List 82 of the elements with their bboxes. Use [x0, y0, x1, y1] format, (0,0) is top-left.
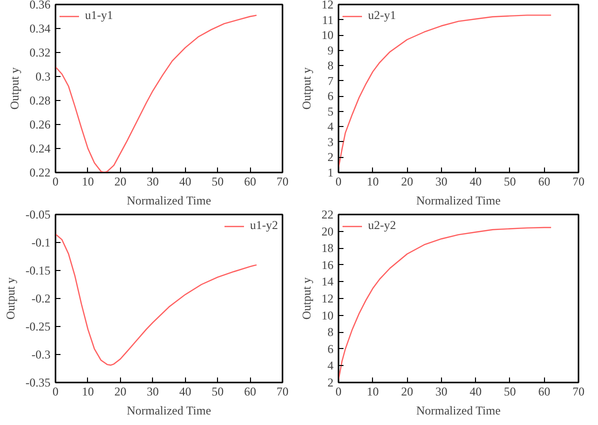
y-tick-label: 0.24 [30, 142, 50, 156]
x-tick-label: 10 [366, 384, 379, 398]
legend-label: u2-y1 [368, 8, 396, 23]
y-tick-label: 0.32 [30, 46, 50, 60]
y-axis-title: Output y [4, 277, 18, 320]
y-tick-label: -0.2 [32, 292, 51, 306]
x-axis-title: Normalized Time [126, 194, 212, 208]
legend-label: u1-y2 [250, 218, 278, 233]
x-tick-label: 40 [179, 384, 192, 398]
y-tick-label: 0.36 [30, 0, 50, 12]
x-tick-label: 70 [276, 174, 288, 188]
x-tick-label: 0 [336, 384, 342, 398]
x-tick-label: 50 [212, 174, 224, 188]
x-tick-label: 40 [470, 174, 482, 188]
y-tick-label: 9 [328, 43, 334, 58]
x-tick-label: 40 [470, 384, 482, 398]
y-axis-title: Output y [8, 67, 22, 110]
y-tick-label: 0.22 [30, 166, 50, 180]
y-tick-label: -0.1 [32, 236, 51, 250]
legend-label: u1-y1 [85, 8, 113, 23]
x-tick-label: 60 [538, 174, 550, 188]
y-tick-label: 8 [328, 58, 334, 73]
x-tick-label: 70 [572, 174, 584, 188]
y-tick-label: 0.28 [30, 94, 50, 108]
y-tick-label: 20 [322, 224, 334, 238]
x-axis-title: Normalized Time [416, 194, 501, 208]
x-tick-label: 10 [82, 384, 94, 398]
x-tick-label: 20 [114, 384, 126, 398]
y-tick-label: 14 [322, 274, 334, 289]
x-tick-label: 50 [504, 174, 516, 188]
x-tick-label: 20 [114, 174, 126, 188]
y-tick-label: -0.05 [26, 208, 51, 222]
x-tick-label: 50 [504, 384, 516, 398]
x-tick-label: 0 [52, 174, 58, 188]
x-tick-label: 60 [244, 384, 256, 398]
x-tick-label: 70 [572, 384, 584, 398]
x-tick-label: 20 [401, 174, 414, 188]
y-tick-label: 1 [328, 166, 334, 180]
y-tick-label: -0.3 [32, 348, 51, 362]
y-tick-label: 7 [328, 74, 334, 88]
x-tick-label: 10 [82, 174, 94, 188]
y-tick-label: 0.3 [36, 70, 50, 84]
y-tick-label: -0.25 [26, 320, 51, 334]
x-axis-title: Normalized Time [416, 404, 501, 418]
y-tick-label: 16 [322, 258, 334, 272]
y-tick-label: 10 [322, 308, 334, 322]
y-tick-label: -0.35 [26, 376, 51, 390]
x-tick-label: 60 [244, 174, 256, 188]
y-tick-label: 6 [328, 89, 334, 104]
y-tick-label: 4 [328, 358, 334, 373]
x-tick-label: 30 [146, 174, 159, 188]
y-tick-label: 18 [322, 241, 334, 256]
y-axis-title: Output y [300, 67, 314, 110]
y-tick-label: 12 [322, 0, 334, 12]
y-tick-label: 8 [328, 325, 334, 340]
y-tick-label: 10 [322, 28, 334, 42]
y-axis-title: Output y [300, 277, 314, 320]
y-tick-label: 12 [322, 292, 334, 306]
y-tick-label: 2 [328, 150, 334, 164]
text: u2-y2 [368, 218, 396, 233]
y-tick-label: 3 [328, 134, 334, 149]
x-axis-title: Normalized Time [126, 404, 212, 418]
x-tick-label: 0 [336, 174, 342, 188]
y-tick-label: 0.34 [30, 22, 50, 36]
y-tick-label: 6 [328, 342, 334, 356]
y-tick-label: 11 [322, 12, 334, 27]
x-tick-label: 20 [401, 384, 414, 398]
y-tick-label: -0.15 [26, 264, 51, 278]
x-tick-label: 40 [179, 174, 192, 188]
y-tick-label: 5 [328, 104, 334, 118]
x-tick-label: 60 [538, 384, 550, 398]
x-tick-label: 30 [435, 384, 448, 398]
y-tick-label: 2 [328, 376, 334, 390]
y-tick-label: 4 [328, 120, 334, 134]
x-tick-label: 50 [212, 384, 224, 398]
x-tick-label: 10 [366, 174, 379, 188]
x-tick-label: 0 [52, 384, 58, 398]
y-tick-label: 0.26 [30, 118, 50, 132]
y-tick-label: 22 [322, 208, 334, 222]
x-tick-label: 30 [435, 174, 448, 188]
x-tick-label: 70 [276, 384, 288, 398]
x-tick-label: 30 [146, 384, 159, 398]
